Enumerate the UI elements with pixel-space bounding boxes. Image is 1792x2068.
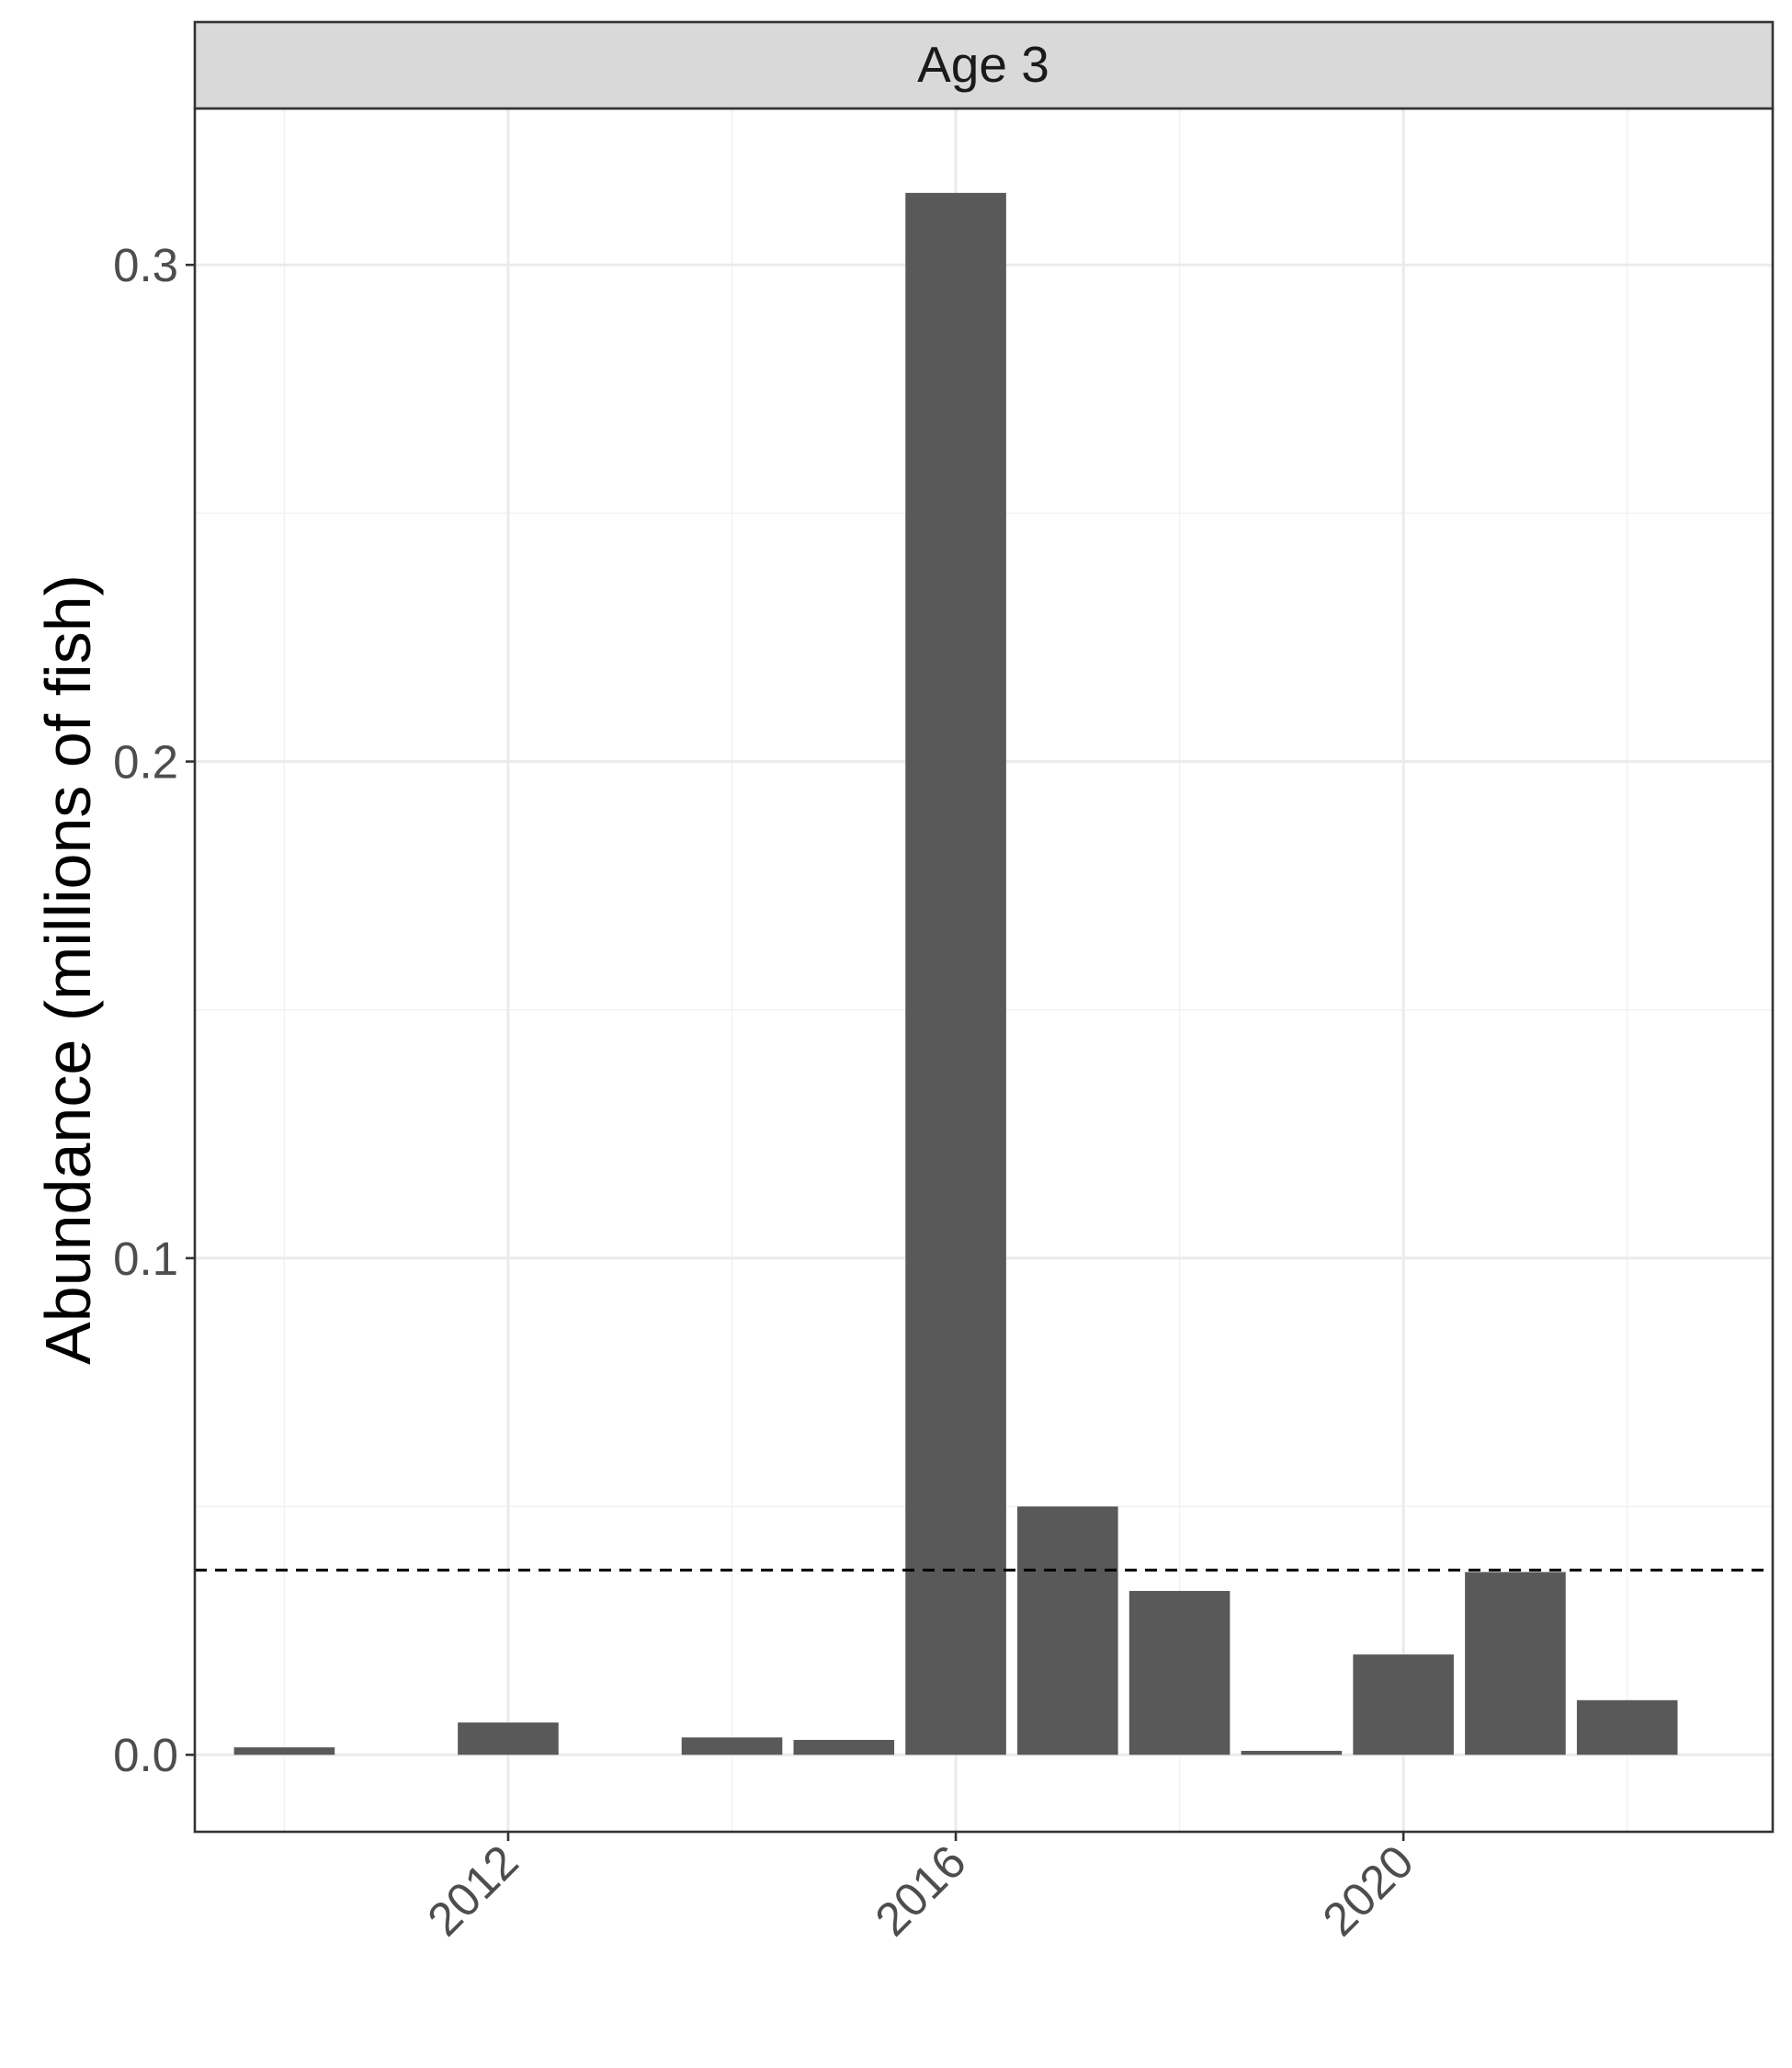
bar-2021 <box>1465 1572 1566 1756</box>
bar-2022 <box>1576 1699 1678 1756</box>
bar-2019 <box>1241 1750 1343 1756</box>
y-tick-label: 0.3 <box>113 239 178 291</box>
bar-2020 <box>1353 1654 1454 1756</box>
y-axis-title: Abundance (millions of fish) <box>32 574 104 1365</box>
y-tick-label: 0.1 <box>113 1233 178 1285</box>
bar-2012 <box>458 1722 559 1756</box>
y-axis: 0.0 0.1 0.2 0.3 <box>113 239 195 1781</box>
bars <box>233 192 1678 1756</box>
bar-2014 <box>681 1737 783 1756</box>
bar-2016 <box>905 192 1006 1756</box>
bar-2010 <box>233 1747 335 1756</box>
bar-2017 <box>1017 1506 1118 1756</box>
facet-strip-label: Age 3 <box>917 36 1049 93</box>
bar-2018 <box>1129 1590 1231 1756</box>
facet-strip-background <box>193 20 1775 110</box>
facet-strip: Age 3 <box>193 20 1775 110</box>
y-tick-label: 0.0 <box>113 1729 178 1781</box>
y-tick-label: 0.2 <box>113 736 178 789</box>
bar-2015 <box>793 1740 895 1756</box>
